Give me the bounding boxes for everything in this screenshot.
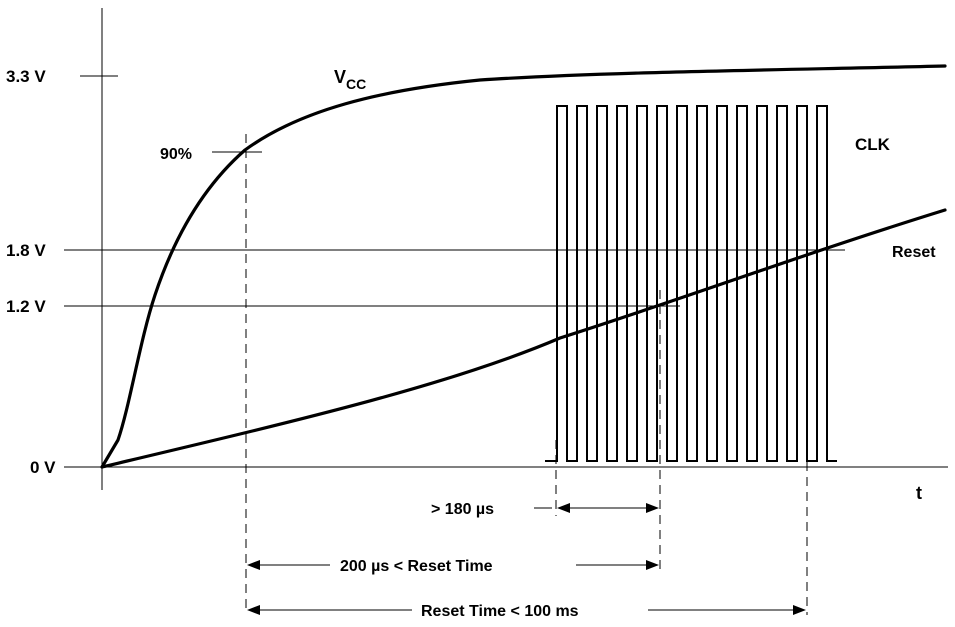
arrowhead-100ms-right — [793, 605, 806, 615]
label-3v3: 3.3 V — [6, 67, 46, 86]
label-vcc: VCC — [334, 67, 366, 92]
clk-waveform — [545, 105, 837, 462]
arrowhead-100ms-left — [247, 605, 260, 615]
label-0v: 0 V — [30, 458, 56, 477]
arrowhead-180us-right — [646, 503, 659, 513]
label-1v8: 1.8 V — [6, 241, 46, 260]
label-180us: > 180 µs — [431, 501, 494, 518]
label-t: t — [916, 483, 922, 503]
label-100ms: Reset Time < 100 ms — [421, 603, 579, 620]
arrowhead-200us-left — [247, 560, 260, 570]
label-90pct: 90% — [160, 146, 192, 163]
label-200us: 200 µs < Reset Time — [340, 558, 493, 575]
arrowhead-200us-right — [646, 560, 659, 570]
arrowhead-180us-left — [557, 503, 570, 513]
vcc-curve — [100, 64, 947, 469]
label-1v2: 1.2 V — [6, 297, 46, 316]
label-clk: CLK — [855, 135, 891, 154]
label-reset: Reset — [892, 244, 936, 261]
reset-curve — [100, 208, 947, 469]
